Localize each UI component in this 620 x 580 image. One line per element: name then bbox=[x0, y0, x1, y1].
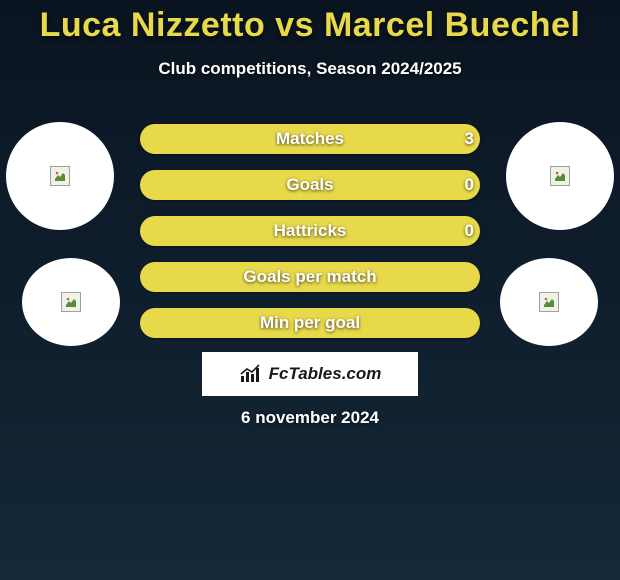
stat-label: Matches bbox=[140, 124, 480, 154]
broken-image-icon bbox=[539, 292, 559, 312]
attribution-badge[interactable]: FcTables.com bbox=[202, 352, 418, 396]
stat-value-right: 0 bbox=[465, 170, 474, 200]
page-subtitle: Club competitions, Season 2024/2025 bbox=[0, 59, 620, 79]
stat-value-right: 3 bbox=[465, 124, 474, 154]
attribution-text: FcTables.com bbox=[269, 364, 382, 384]
broken-image-icon bbox=[61, 292, 81, 312]
broken-image-icon bbox=[550, 166, 570, 186]
stat-label: Goals bbox=[140, 170, 480, 200]
page-title: Luca Nizzetto vs Marcel Buechel bbox=[0, 6, 620, 45]
comparison-stats: Matches 3 Goals 0 Hattricks 0 Goals per … bbox=[140, 124, 480, 354]
stat-label: Min per goal bbox=[140, 308, 480, 338]
chart-icon bbox=[239, 364, 265, 384]
broken-image-icon bbox=[50, 166, 70, 186]
stat-row-goals-per-match: Goals per match bbox=[140, 262, 480, 308]
stat-row-min-per-goal: Min per goal bbox=[140, 308, 480, 354]
player-avatar-right-secondary bbox=[500, 258, 598, 346]
player-avatar-left-primary bbox=[6, 122, 114, 230]
player-avatar-left-secondary bbox=[22, 258, 120, 346]
stat-row-hattricks: Hattricks 0 bbox=[140, 216, 480, 262]
stat-row-goals: Goals 0 bbox=[140, 170, 480, 216]
player-avatar-right-primary bbox=[506, 122, 614, 230]
stat-label: Goals per match bbox=[140, 262, 480, 292]
stat-value-right: 0 bbox=[465, 216, 474, 246]
footer-date: 6 november 2024 bbox=[0, 408, 620, 428]
stat-label: Hattricks bbox=[140, 216, 480, 246]
stat-row-matches: Matches 3 bbox=[140, 124, 480, 170]
